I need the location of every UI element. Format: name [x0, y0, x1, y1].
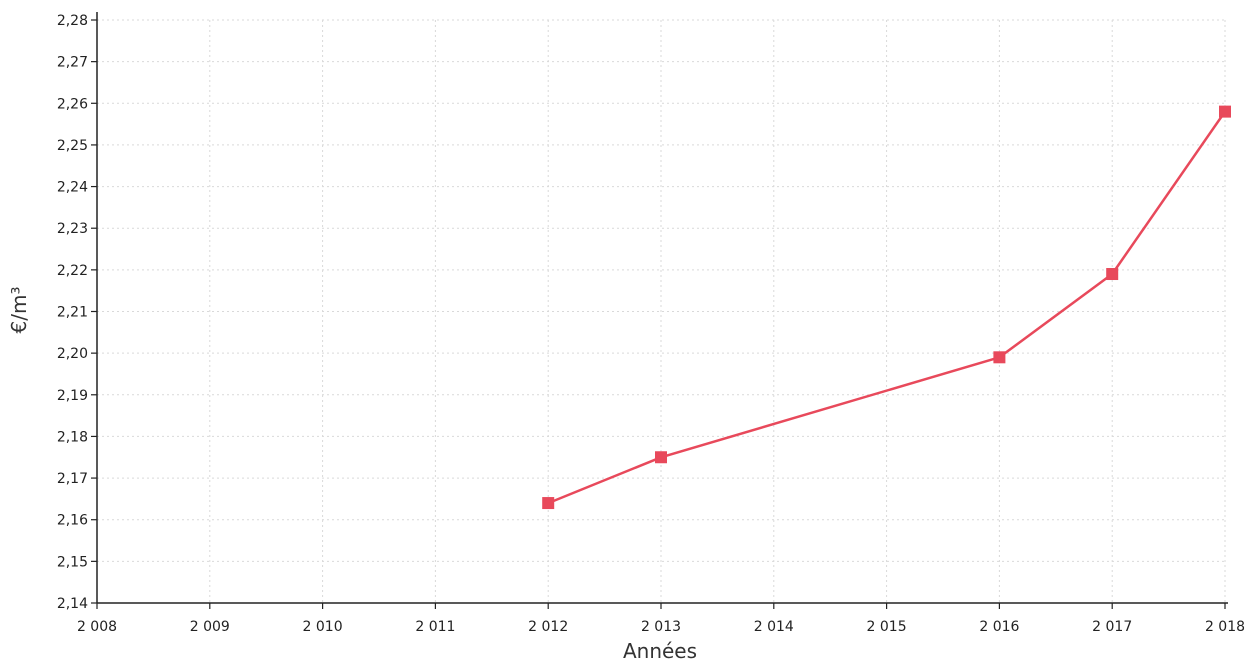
y-tick-label: 2,17	[57, 471, 88, 487]
axes	[96, 12, 1228, 604]
x-tick-label: 2 017	[1092, 619, 1132, 635]
grid	[96, 19, 1226, 604]
x-tick-label: 2 012	[528, 619, 568, 635]
x-tick-label: 2 011	[415, 619, 455, 635]
x-axis-title: Années	[623, 639, 697, 663]
y-tick-label: 2,24	[57, 180, 88, 196]
x-tick-label: 2 016	[979, 619, 1019, 635]
y-tick-label: 2,25	[57, 138, 88, 154]
x-tick-label: 2 008	[77, 619, 117, 635]
x-tick-label: 2 018	[1205, 619, 1245, 635]
series-layer	[542, 105, 1231, 510]
y-tick-label: 2,20	[57, 346, 88, 362]
data-point	[542, 497, 555, 510]
y-tick-label: 2,22	[57, 263, 88, 279]
x-tick-label: 2 014	[754, 619, 794, 635]
y-tick-label: 2,27	[57, 55, 88, 71]
data-point	[655, 451, 667, 464]
y-axis-title: €/m³	[7, 287, 31, 334]
y-tick-label: 2,23	[57, 221, 88, 237]
x-tick-label: 2 013	[641, 619, 681, 635]
y-tick-label: 2,16	[57, 513, 88, 529]
y-tick-label: 2,26	[57, 96, 88, 112]
x-tick-label: 2 009	[190, 619, 230, 635]
x-tick-label: 2 010	[303, 619, 343, 635]
data-point	[993, 351, 1006, 364]
x-axis-ticks: 2 008 2 009 2 010 2 011 2 012 2 013 2 014 2 015…	[77, 603, 1245, 635]
y-tick-label: 2,15	[57, 554, 88, 570]
y-tick-label: 2,18	[57, 429, 88, 445]
y-tick-label: 2,14	[57, 596, 88, 612]
y-tick-label: 2,28	[57, 13, 88, 29]
y-axis-ticks: 2,14 2,15 2,16 2,17 2,18 2,19 2,20 2,21 2,22 2,23…	[57, 13, 97, 612]
x-tick-label: 2 015	[867, 619, 907, 635]
data-point	[1106, 268, 1119, 281]
y-tick-label: 2,19	[57, 388, 88, 404]
data-point	[1219, 105, 1231, 118]
y-tick-label: 2,21	[57, 305, 88, 321]
